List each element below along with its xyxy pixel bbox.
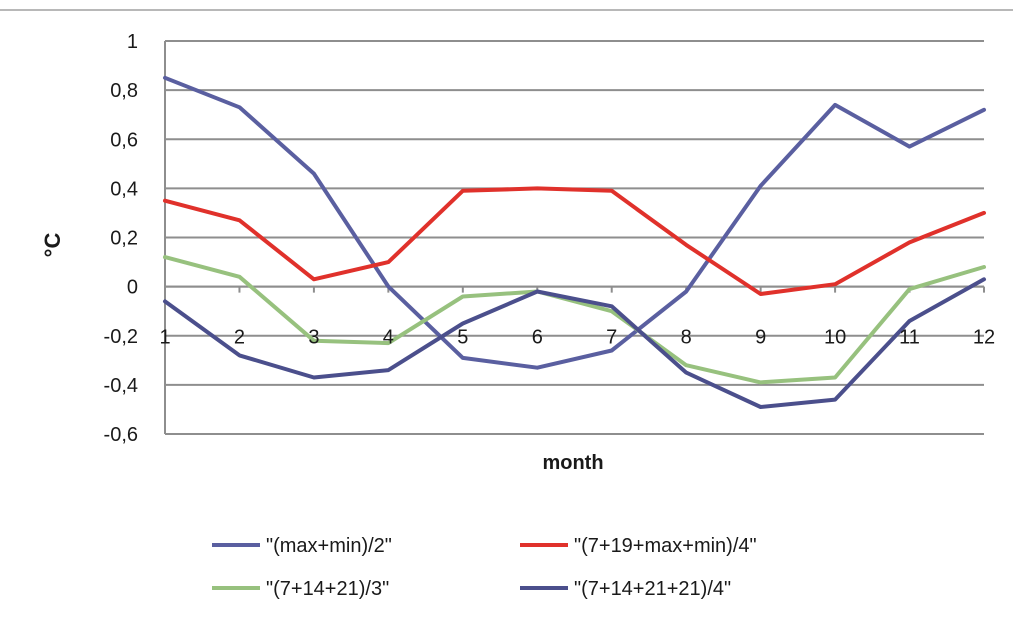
y-tick-labels: -0,6 -0,4 -0,2 0 0,2 0,4 0,6 0,8 1 <box>104 31 138 446</box>
legend-label: "(7+14+21+21)/4" <box>574 578 731 600</box>
legend-item-2: "(7+19+max+min)/4" <box>520 535 757 557</box>
series-line-1 <box>163 75 986 370</box>
x-tick-label: 2 <box>234 327 245 349</box>
x-tick-label: 11 <box>899 327 920 349</box>
x-tick-label: 9 <box>755 327 766 349</box>
axes <box>164 41 985 434</box>
legend-label: "(7+19+max+min)/4" <box>574 535 757 557</box>
x-tick-label: 8 <box>681 327 692 349</box>
grid-lines <box>165 40 984 435</box>
x-tick-labels: 1 2 3 4 5 6 7 8 9 10 11 12 <box>159 327 995 349</box>
y-tick-label: 0,8 <box>110 80 138 102</box>
legend-label: "(7+14+21)/3" <box>266 578 389 600</box>
y-tick-label: 0,4 <box>110 178 138 200</box>
series-lines <box>163 75 986 409</box>
series-line-3 <box>163 255 986 385</box>
x-tick-label: 3 <box>308 327 319 349</box>
x-tick-label: 6 <box>532 327 543 349</box>
legend-item-1: "(max+min)/2" <box>212 535 392 557</box>
y-tick-label: -0,4 <box>104 375 138 397</box>
y-tick-label: 0,2 <box>110 228 138 250</box>
x-tick-label: 10 <box>824 327 846 349</box>
y-axis-label: °C <box>40 233 65 258</box>
y-tick-label: -0,6 <box>104 424 138 446</box>
x-tick-label: 4 <box>383 327 394 349</box>
x-tick-label: 1 <box>159 327 170 349</box>
top-divider <box>0 9 1013 11</box>
y-tick-label: -0,2 <box>104 326 138 348</box>
y-tick-label: 1 <box>127 31 138 53</box>
x-axis-label: month <box>542 452 603 474</box>
x-tick-label: 5 <box>457 327 468 349</box>
series-line-2 <box>163 186 986 296</box>
legend: "(max+min)/2" "(7+19+max+min)/4" "(7+14+21… <box>212 535 757 600</box>
x-tick-label: 12 <box>973 327 995 349</box>
x-tick-label: 7 <box>606 327 617 349</box>
y-tick-label: 0,6 <box>110 129 138 151</box>
series-line-4 <box>163 277 986 409</box>
legend-item-3: "(7+14+21)/3" <box>212 578 389 600</box>
legend-item-4: "(7+14+21+21)/4" <box>520 578 731 600</box>
legend-label: "(max+min)/2" <box>266 535 392 557</box>
y-tick-label: 0 <box>127 277 138 299</box>
